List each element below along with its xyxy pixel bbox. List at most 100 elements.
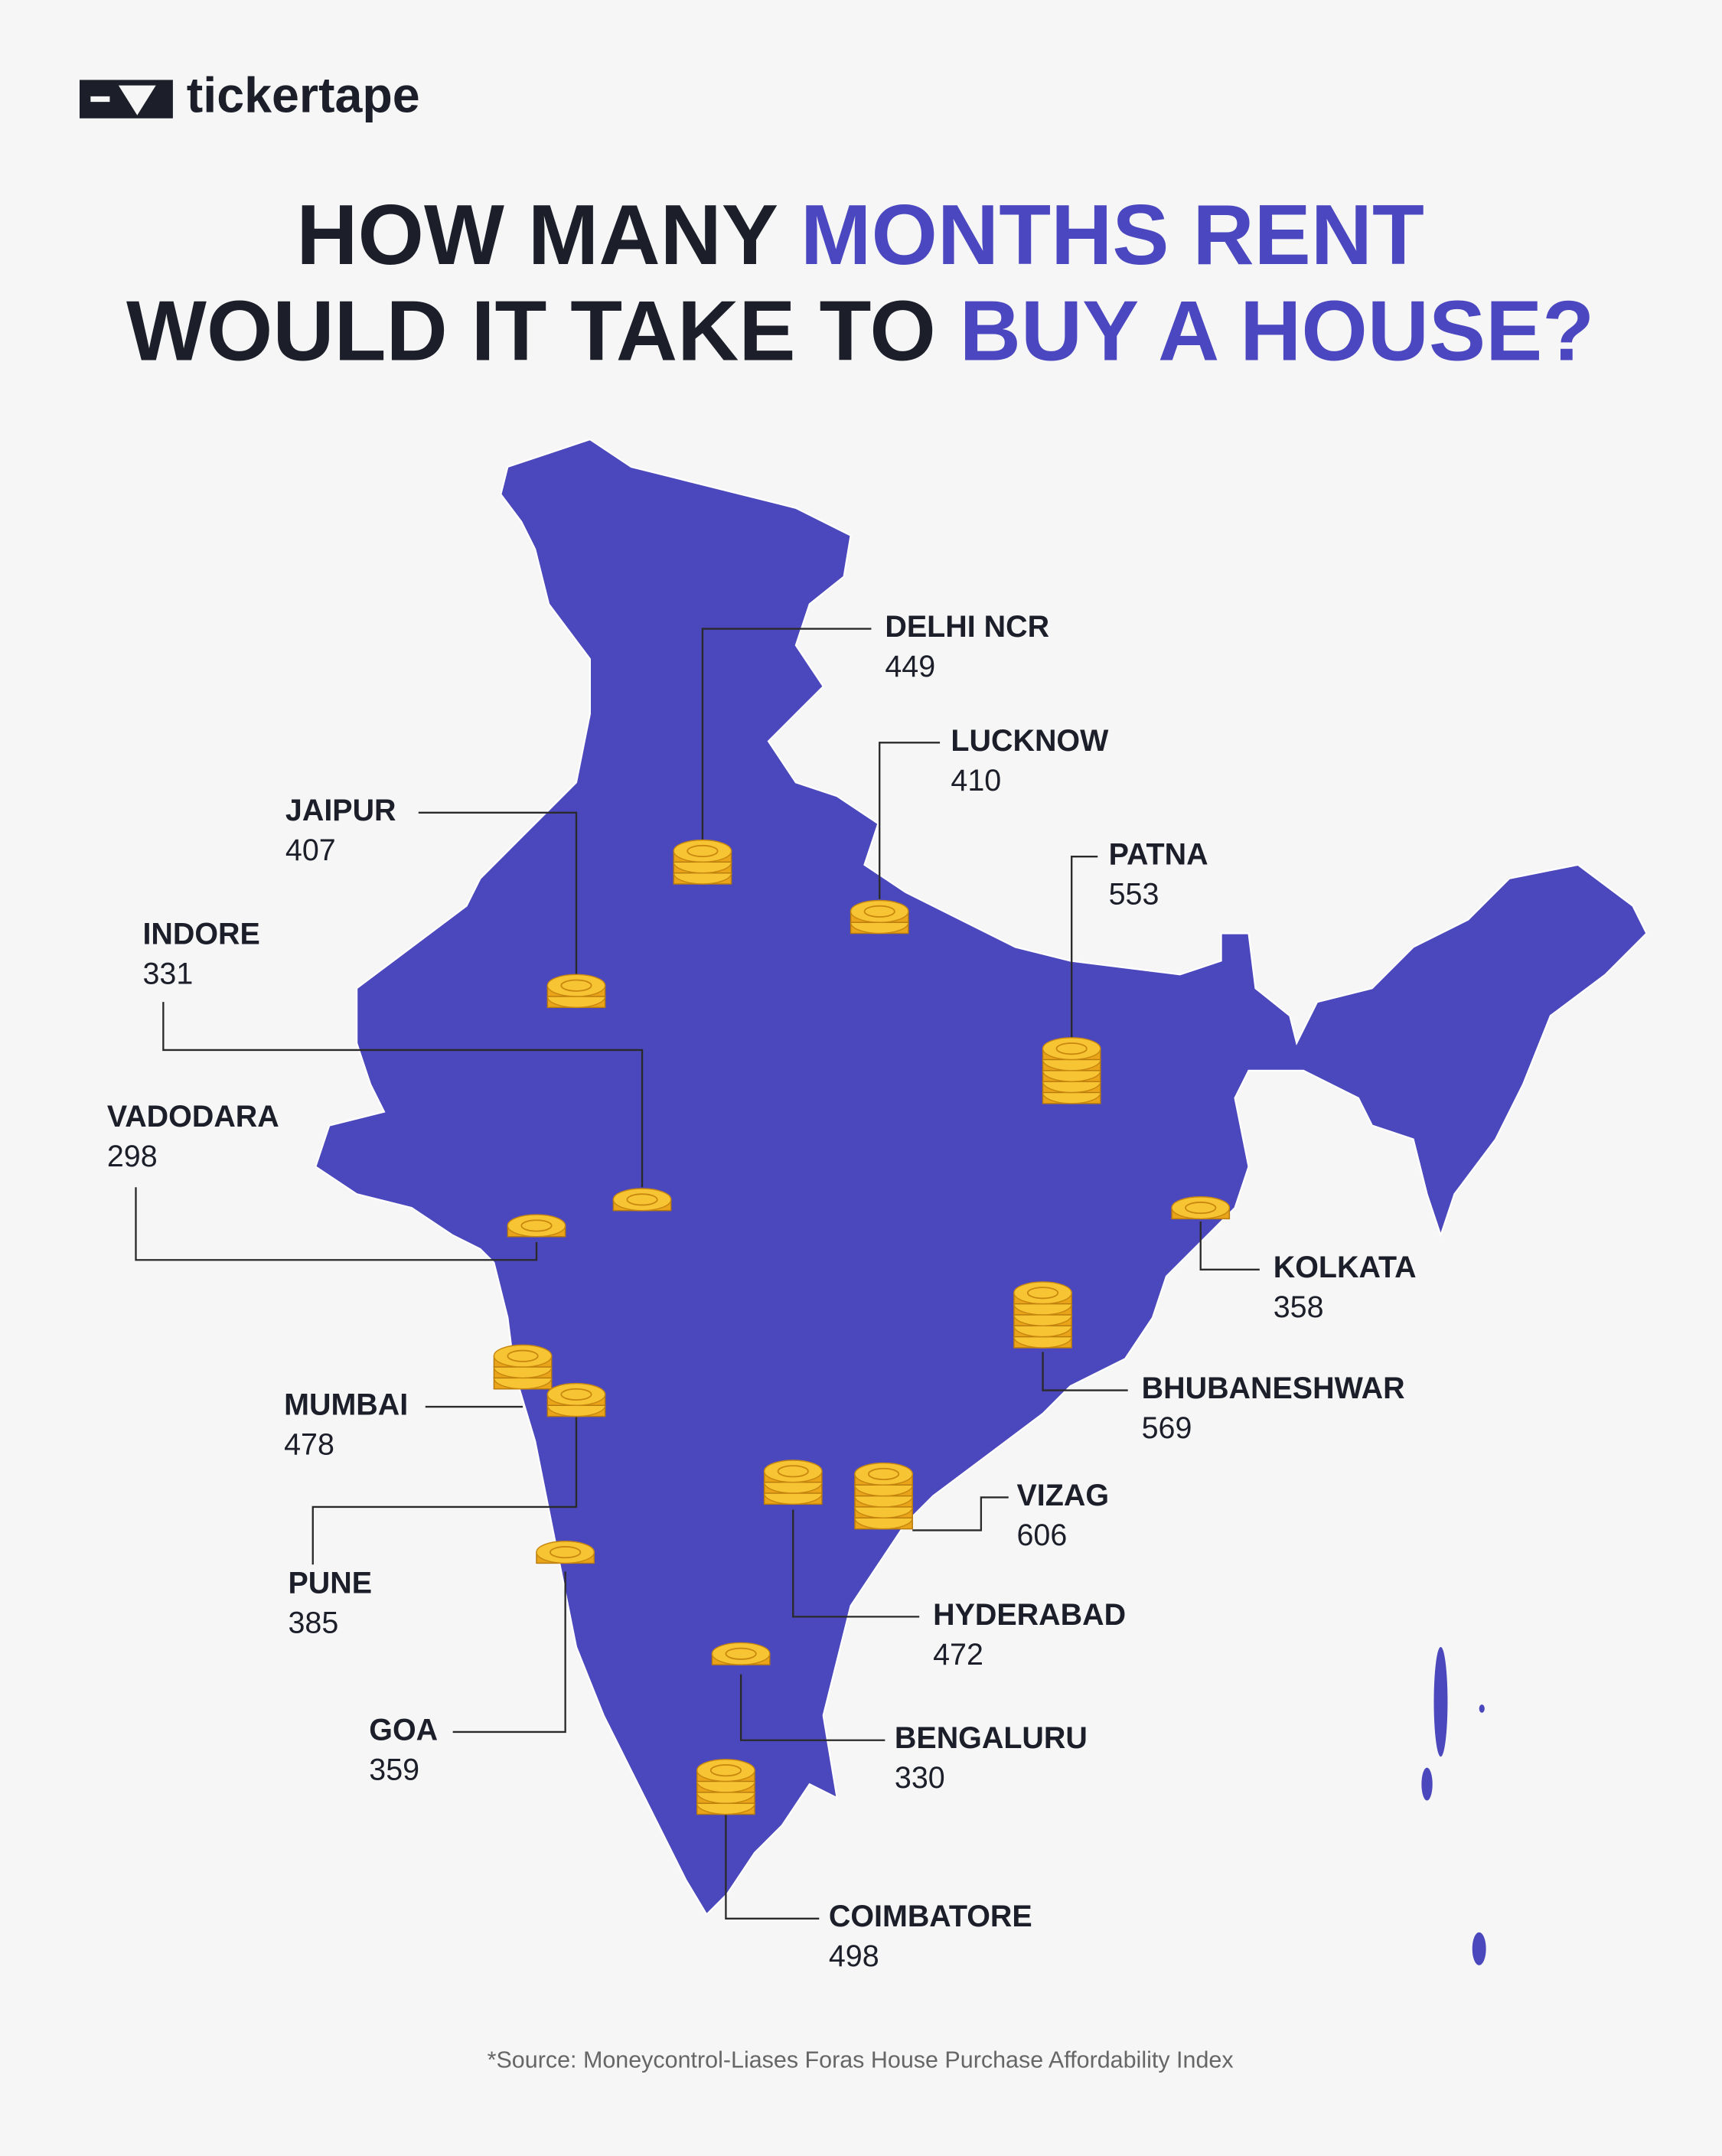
coin-stack	[850, 899, 909, 934]
coin-stack	[1013, 1281, 1072, 1349]
title-line: WOULD IT TAKE TO BUY A HOUSE?	[126, 283, 1594, 379]
leader-line	[311, 1414, 578, 1565]
city-name: KOLKATA	[1274, 1251, 1417, 1284]
coin-top	[854, 1462, 913, 1486]
city-name: VIZAG	[1016, 1479, 1109, 1512]
coin-stack	[612, 1188, 672, 1212]
city-name: BHUBANESHWAR	[1142, 1372, 1405, 1405]
city-name: BENGALURU	[895, 1721, 1088, 1755]
city-value: 569	[1142, 1411, 1192, 1445]
coin-top	[673, 839, 732, 863]
coin-face	[725, 1647, 757, 1660]
city-name: MUMBAI	[284, 1388, 408, 1421]
title-part: WOULD IT TAKE TO	[126, 283, 960, 379]
logo-text: tickertape	[187, 68, 420, 123]
coin-face	[520, 1219, 553, 1232]
coin-face	[777, 1465, 809, 1478]
coin-stack	[1171, 1196, 1231, 1220]
city-name: PUNE	[288, 1567, 372, 1600]
leader-line	[1042, 1352, 1128, 1391]
coin-face	[560, 979, 592, 992]
city-value: 330	[895, 1761, 945, 1795]
title-line: HOW MANY MONTHS RENT	[296, 187, 1424, 282]
coin-stack	[546, 1382, 606, 1417]
city-name: DELHI NCR	[885, 610, 1049, 644]
leader-line	[1071, 855, 1098, 1043]
coin-stack	[507, 1214, 566, 1238]
leader-line	[739, 1674, 885, 1741]
leader-line	[879, 742, 941, 899]
city-value: 498	[829, 1939, 879, 1973]
coin-face	[1185, 1202, 1217, 1215]
coin-stack	[493, 1344, 553, 1390]
logo-icon	[79, 80, 173, 119]
coin-top	[507, 1214, 566, 1238]
leader-line	[418, 811, 578, 975]
leader-line	[452, 1571, 566, 1734]
coin-stack	[546, 974, 606, 1009]
city-name: GOA	[369, 1713, 438, 1747]
coin-top	[536, 1541, 595, 1564]
city-name: LUCKNOW	[951, 724, 1109, 758]
coin-face	[867, 1467, 900, 1480]
city-value: 298	[107, 1140, 158, 1173]
coin-stack	[696, 1759, 755, 1815]
title-highlight: MONTHS RENT	[801, 187, 1424, 282]
city-value: 410	[951, 764, 1001, 797]
coin-top	[1042, 1037, 1101, 1061]
coin-top	[1171, 1196, 1231, 1220]
leader-line	[1199, 1222, 1260, 1270]
city-value: 472	[933, 1638, 983, 1672]
coin-top	[696, 1759, 755, 1783]
coin-top	[493, 1344, 553, 1368]
city-value: 359	[369, 1753, 419, 1786]
city-value: 606	[1016, 1518, 1067, 1552]
city-name: JAIPUR	[285, 794, 396, 827]
city-layer: DELHI NCR 449 LUCKNOW 410 JAIPUR 407 PATNA 553 I…	[107, 610, 1417, 1973]
city-value: 478	[284, 1427, 334, 1461]
coin-face	[626, 1193, 658, 1206]
coin-top	[1013, 1281, 1072, 1305]
coin-face	[687, 844, 719, 858]
coin-face	[1055, 1042, 1088, 1055]
leader-line	[725, 1811, 820, 1920]
city-name: INDORE	[142, 918, 259, 951]
coin-face	[507, 1349, 539, 1362]
city-value: 407	[285, 833, 336, 867]
city-name: HYDERABAD	[933, 1598, 1126, 1632]
leader-line	[135, 1187, 538, 1261]
city-value: 385	[288, 1606, 338, 1640]
city-value: 331	[142, 957, 193, 991]
coin-face	[863, 905, 895, 918]
title-highlight: BUY A HOUSE?	[960, 283, 1595, 379]
city-value: 553	[1109, 878, 1159, 912]
coin-stack	[711, 1642, 771, 1665]
leader-line	[701, 628, 872, 845]
city-name: PATNA	[1109, 838, 1208, 872]
leader-line	[912, 1496, 1009, 1531]
coin-stack	[1042, 1037, 1101, 1104]
city-name: VADODARA	[107, 1100, 279, 1133]
islands	[1421, 1646, 1486, 1965]
coin-top	[546, 974, 606, 997]
coin-top	[711, 1642, 771, 1665]
coin-top	[763, 1460, 823, 1483]
title-part: HOW MANY	[296, 187, 801, 282]
city-value: 358	[1274, 1290, 1324, 1324]
coin-top	[850, 899, 909, 923]
coin-stack	[536, 1541, 595, 1564]
source-note: *Source: Moneycontrol-Liases Foras House…	[488, 2047, 1234, 2073]
coin-stack	[763, 1460, 823, 1505]
leader-line	[792, 1509, 920, 1618]
india-map	[315, 438, 1648, 1916]
coin-top	[546, 1382, 606, 1406]
city-name: COIMBATORE	[829, 1900, 1032, 1933]
leader-line	[162, 1002, 644, 1188]
city-value: 449	[885, 650, 935, 683]
coin-face	[560, 1388, 592, 1401]
coin-face	[550, 1546, 582, 1559]
coin-face	[1026, 1287, 1059, 1300]
coin-stack	[854, 1462, 913, 1530]
